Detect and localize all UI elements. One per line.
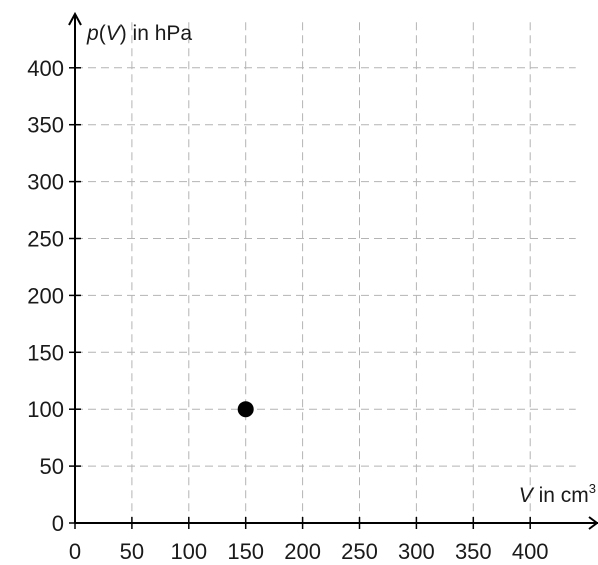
y-title-rest: in hPa (127, 22, 193, 45)
x-tick-label-0: 0 (69, 539, 81, 564)
x-axis-arrowhead (588, 516, 598, 530)
y-tick-label-0: 0 (52, 511, 64, 536)
x-tick-label-300: 300 (398, 539, 435, 564)
tick-labels: 0 50 100 150 200 250 300 350 400 0 50 100 150 200 250 3… (27, 56, 548, 564)
x-tick-label-350: 350 (455, 539, 492, 564)
y-axis-arrowhead (68, 11, 82, 26)
y-title-arg: V (106, 22, 122, 45)
y-tick-label-50: 50 (40, 454, 64, 479)
x-tick-label-150: 150 (227, 539, 264, 564)
x-title-var: V (519, 484, 535, 507)
data-points (237, 401, 254, 418)
x-title-sup: 3 (589, 481, 596, 496)
y-tick-label-350: 350 (27, 113, 64, 138)
y-tick-label-100: 100 (27, 397, 64, 422)
y-title-var: p (86, 22, 99, 45)
x-axis-title: V in cm3 (519, 481, 596, 507)
x-tick-label-400: 400 (512, 539, 549, 564)
y-axis-title: p(V) in hPa (86, 22, 192, 45)
y-tick-label-150: 150 (27, 340, 64, 365)
grid-lines (75, 22, 576, 523)
data-point-0 (237, 401, 254, 418)
x-tick-label-200: 200 (284, 539, 321, 564)
axes (68, 11, 598, 530)
y-tick-label-400: 400 (27, 56, 64, 81)
y-tick-label-300: 300 (27, 170, 64, 195)
x-tick-label-50: 50 (120, 539, 144, 564)
y-tick-label-250: 250 (27, 227, 64, 252)
x-tick-label-100: 100 (170, 539, 207, 564)
tick-marks (69, 67, 531, 529)
y-title-close: ) (120, 22, 127, 45)
x-tick-label-250: 250 (341, 539, 378, 564)
x-title-rest: in cm (533, 484, 589, 507)
y-title-open: ( (99, 22, 106, 45)
y-tick-label-200: 200 (27, 283, 64, 308)
